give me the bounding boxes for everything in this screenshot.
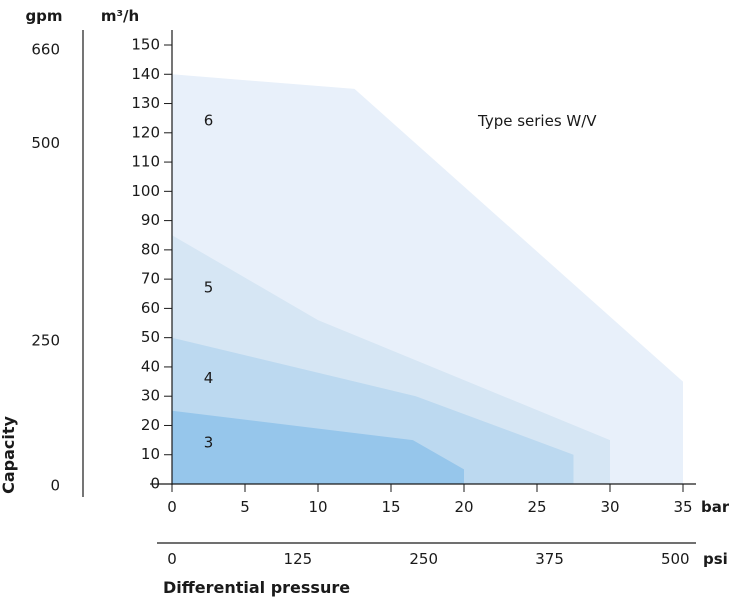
x-axis-unit-bar: bar	[701, 498, 729, 516]
x2-tick-label: 375	[535, 550, 564, 568]
x-tick-label: 35	[673, 498, 692, 516]
y-tick-label: 50	[141, 328, 160, 346]
y2-axis-unit-gpm: gpm	[25, 7, 62, 25]
y-tick-label: 10	[141, 445, 160, 463]
y-tick-label: 80	[141, 240, 160, 258]
x2-tick-label: 0	[167, 550, 177, 568]
region-label-6: 6	[204, 112, 214, 130]
x2-tick-label: 250	[409, 550, 438, 568]
y-tick-label: 150	[131, 36, 160, 54]
y2-tick-label: 660	[31, 40, 60, 58]
x-tick-label: 5	[240, 498, 250, 516]
y2-tick-label: 0	[50, 477, 60, 495]
region-label-4: 4	[204, 369, 214, 387]
x-tick-label: 25	[527, 498, 546, 516]
y-tick-label: 20	[141, 416, 160, 434]
x-ticks: 0 5 10 15 20 25 30 35	[167, 484, 693, 516]
region-labels: 6 5 4 3	[204, 112, 214, 452]
x-axis-primary: 0 5 10 15 20 25 30 35 bar	[150, 483, 729, 516]
x2-tick-label: 125	[284, 550, 313, 568]
x-tick-label: 30	[600, 498, 619, 516]
x2-axis-unit-psi: psi	[703, 550, 728, 568]
x-tick-label: 0	[167, 498, 177, 516]
x-tick-label: 10	[308, 498, 327, 516]
x2-tick-label: 500	[661, 550, 690, 568]
x-axis-title: Differential pressure	[163, 578, 350, 597]
y-tick-label: 70	[141, 270, 160, 288]
series-annotation: Type series W/V	[477, 112, 597, 130]
y-axis-title: Capacity	[0, 416, 18, 494]
y-axis-unit-m3h: m³/h	[101, 7, 139, 25]
y-tick-label: 120	[131, 123, 160, 141]
y-tick-label: 30	[141, 387, 160, 405]
y-tick-label: 140	[131, 65, 160, 83]
y2-ticks: 0 250 500 660	[31, 40, 60, 494]
y-tick-label: 110	[131, 153, 160, 171]
y-tick-label: 60	[141, 299, 160, 317]
y-axis-secondary: 0 250 500 660 gpm	[25, 7, 84, 497]
y-tick-label: 90	[141, 211, 160, 229]
x-tick-label: 15	[381, 498, 400, 516]
y-tick-label: 100	[131, 182, 160, 200]
y2-tick-label: 250	[31, 332, 60, 350]
y2-tick-label: 500	[31, 134, 60, 152]
region-label-3: 3	[204, 434, 214, 452]
x2-ticks: 0 125 250 375 500	[167, 550, 689, 568]
x-tick-label: 20	[454, 498, 473, 516]
x-axis-secondary: 0 125 250 375 500 psi	[157, 542, 728, 568]
region-label-5: 5	[204, 278, 214, 296]
capacity-regions	[172, 74, 683, 485]
y-tick-label: 130	[131, 94, 160, 112]
region-series-3	[172, 410, 464, 484]
y-tick-label: 40	[141, 357, 160, 375]
